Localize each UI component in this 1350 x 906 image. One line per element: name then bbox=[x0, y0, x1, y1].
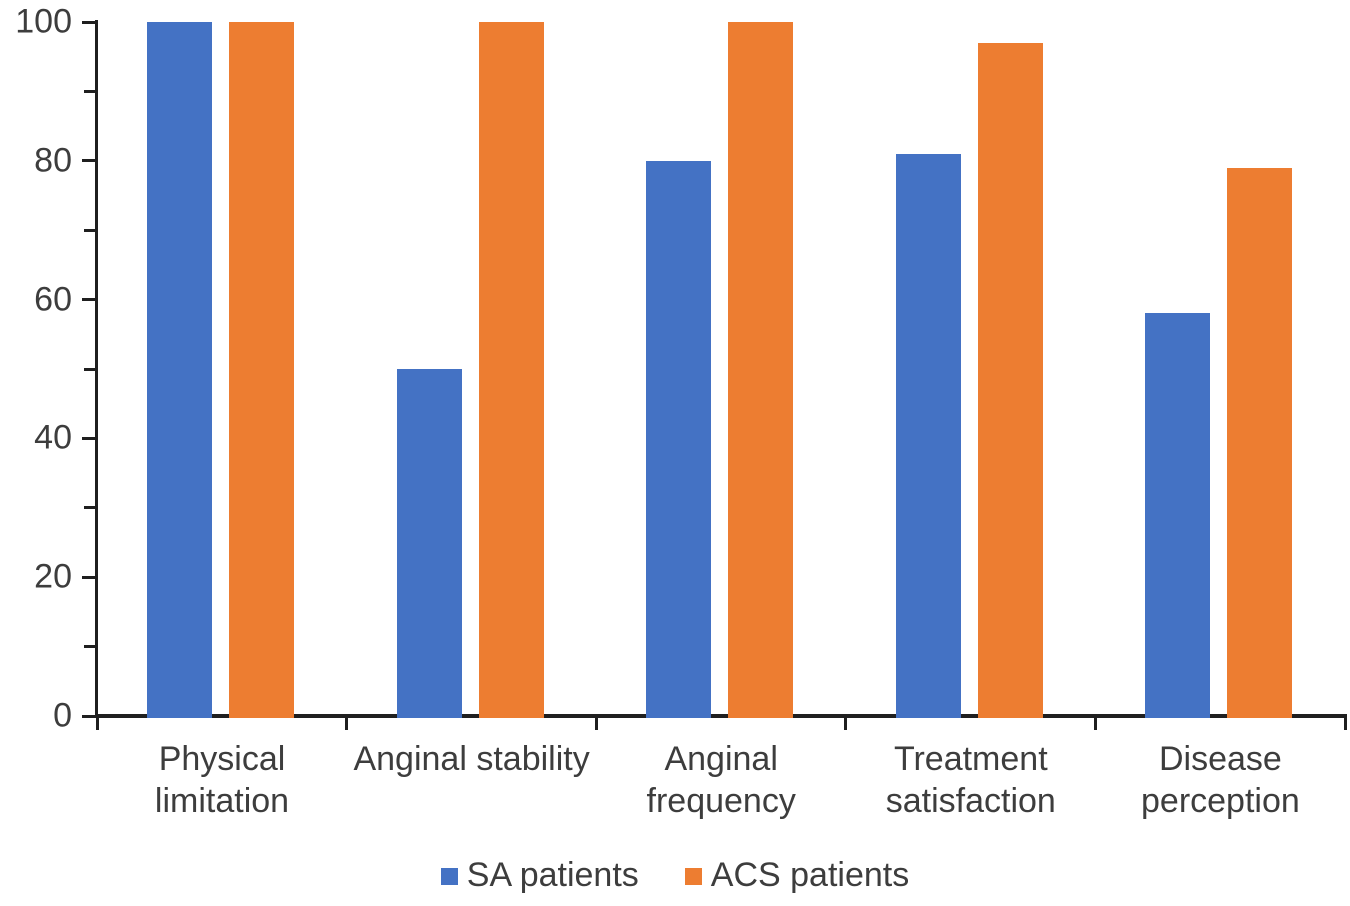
bar-acs-1 bbox=[229, 22, 294, 718]
bar-sa-3 bbox=[646, 160, 712, 718]
x-axis-tick bbox=[95, 716, 99, 730]
legend-label: SA patients bbox=[466, 856, 639, 894]
category-label: Disease perception bbox=[1141, 740, 1300, 820]
y-axis-tick-label: 20 bbox=[34, 557, 72, 596]
y-axis-major-tick bbox=[82, 714, 96, 718]
y-axis-line bbox=[95, 20, 98, 718]
y-axis-tick-label: 0 bbox=[53, 696, 72, 735]
x-axis-tick bbox=[1343, 716, 1347, 730]
y-axis-tick-label: 60 bbox=[34, 279, 72, 318]
legend-swatch-icon bbox=[440, 868, 458, 885]
bar-sa-1 bbox=[147, 22, 212, 718]
y-axis-minor-tick bbox=[84, 367, 96, 371]
y-axis-tick-label: 40 bbox=[34, 418, 72, 457]
category-label: Treatment satisfaction bbox=[885, 740, 1056, 820]
bar-acs-3 bbox=[728, 22, 794, 718]
y-axis-major-tick bbox=[82, 575, 96, 579]
y-axis-minor-tick bbox=[84, 228, 96, 232]
x-axis-tick bbox=[345, 716, 349, 730]
category-label: Physical limitation bbox=[154, 740, 290, 820]
y-axis-major-tick bbox=[82, 159, 96, 163]
x-axis-line bbox=[95, 714, 1347, 718]
bar-sa-5 bbox=[1145, 313, 1211, 718]
bar-acs-4 bbox=[977, 42, 1043, 718]
legend-item-acs: ACS patients bbox=[684, 856, 910, 894]
bar-acs-2 bbox=[478, 22, 544, 718]
bar-sa-4 bbox=[895, 153, 961, 718]
y-axis-minor-tick bbox=[84, 645, 96, 649]
bar-sa-2 bbox=[396, 369, 462, 718]
y-axis-major-tick bbox=[82, 436, 96, 440]
y-axis-major-tick bbox=[82, 298, 96, 302]
category-label: Anginal frequency bbox=[646, 740, 796, 820]
y-axis-tick-label: 80 bbox=[34, 141, 72, 180]
y-axis-tick-label: 100 bbox=[15, 2, 72, 41]
category-label: Anginal stability bbox=[353, 740, 590, 778]
y-axis-major-tick bbox=[82, 20, 96, 24]
legend-item-sa: SA patients bbox=[440, 856, 639, 894]
legend-swatch-icon bbox=[684, 868, 702, 885]
legend: SA patients ACS patients bbox=[0, 852, 1350, 898]
y-axis-minor-tick bbox=[84, 506, 96, 510]
bar-acs-5 bbox=[1227, 167, 1293, 718]
x-axis-tick bbox=[844, 716, 848, 730]
x-axis-tick bbox=[594, 716, 598, 730]
x-axis-tick bbox=[1093, 716, 1097, 730]
legend-label: ACS patients bbox=[710, 856, 910, 894]
y-axis-minor-tick bbox=[84, 89, 96, 93]
